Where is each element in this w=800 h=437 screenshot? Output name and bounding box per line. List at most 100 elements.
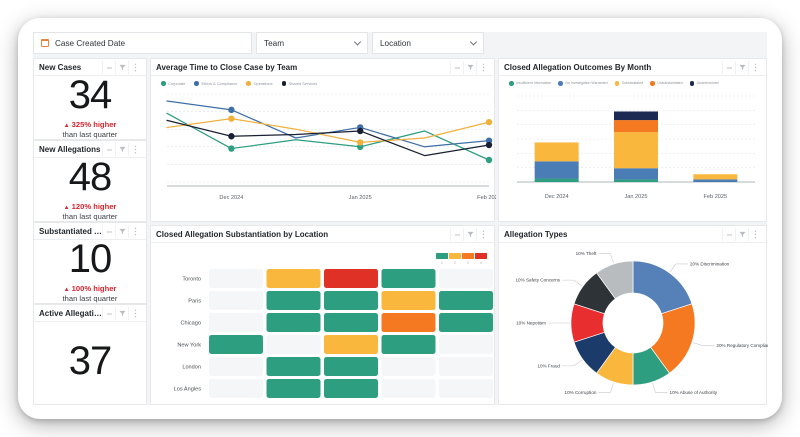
legend-item[interactable]: No Investigation Warranted	[558, 81, 608, 86]
minimize-icon[interactable]	[450, 227, 463, 241]
more-options-icon[interactable]	[128, 306, 141, 320]
bar-chart-plot: Dec 2024 Jan 2025 Feb 2025	[517, 95, 755, 200]
heatmap-cell[interactable]	[381, 269, 436, 288]
leader-line	[598, 382, 614, 393]
more-options-icon[interactable]	[128, 142, 141, 156]
x-axis-tick-label: Jan 2025	[349, 195, 372, 201]
filter-icon[interactable]	[115, 224, 128, 238]
minimize-icon[interactable]	[102, 306, 115, 320]
filter-bar: Case Created Date Team Location	[33, 32, 767, 54]
minimize-icon[interactable]	[102, 142, 115, 156]
filter-case-created-date[interactable]: Case Created Date	[33, 32, 252, 54]
kpi-delta-text: 325% higher	[71, 119, 117, 129]
filter-icon[interactable]	[115, 306, 128, 320]
filter-icon[interactable]	[463, 227, 476, 241]
more-options-icon[interactable]	[748, 227, 761, 241]
filter-icon[interactable]	[115, 142, 128, 156]
dashboard-window: Case Created Date Team Location New Case…	[18, 18, 782, 419]
leader-line	[561, 279, 583, 287]
heatmap-cell[interactable]	[439, 379, 493, 398]
more-options-icon[interactable]	[128, 224, 141, 238]
legend-item[interactable]: Undetermined	[689, 81, 719, 86]
heatmap-plot: 1 2 3 4 Toronto Paris Chicago New York London Los…	[174, 253, 493, 398]
legend-label: No Investigation Warranted	[565, 81, 608, 86]
heatmap-cell[interactable]	[439, 269, 493, 288]
heatmap-cell[interactable]	[266, 313, 321, 332]
filter-icon[interactable]	[115, 60, 128, 74]
legend-label: Insufficient Information	[516, 81, 552, 86]
heatmap-cell[interactable]	[209, 291, 263, 310]
legend-item[interactable]: Operations	[246, 81, 273, 86]
legend-item[interactable]: Unsubstantiated	[650, 81, 683, 86]
minimize-icon[interactable]	[722, 60, 735, 74]
heatmap-cell[interactable]	[266, 269, 321, 288]
filter-icon[interactable]	[463, 60, 476, 74]
legend-item[interactable]: Insufficient Information	[509, 81, 551, 86]
heatmap-cell[interactable]	[324, 291, 378, 310]
donut-slice-label: 10% Fraud	[537, 364, 560, 369]
legend-item[interactable]: Ethics & Compliance	[194, 81, 237, 86]
more-options-icon[interactable]	[748, 60, 761, 74]
minimize-icon[interactable]	[450, 60, 463, 74]
kpi-value: 48	[68, 155, 112, 200]
chevron-down-icon	[353, 38, 362, 46]
legend-item[interactable]: Corporate	[161, 81, 185, 86]
more-options-icon[interactable]	[128, 60, 141, 74]
filter-team[interactable]: Team	[256, 32, 368, 54]
donut-slice[interactable]	[632, 260, 693, 315]
heatmap-cell[interactable]	[381, 335, 436, 354]
chart-legend: Corporate Ethics & Compliance Operations Sh…	[151, 76, 494, 86]
kpi-panel-substantiated-allegations: Substantiated Alle… 10 ▲ 100% higher tha…	[33, 222, 147, 304]
heatmap-cell[interactable]	[324, 335, 378, 354]
panel-controls	[722, 60, 761, 74]
donut-slice[interactable]	[596, 260, 634, 300]
data-point	[357, 143, 364, 150]
more-options-icon[interactable]	[476, 227, 489, 241]
filter-location[interactable]: Location	[372, 32, 484, 54]
minimize-icon[interactable]	[722, 227, 735, 241]
more-options-icon[interactable]	[476, 60, 489, 74]
panel-controls	[102, 224, 141, 238]
heatmap-cell[interactable]	[209, 313, 263, 332]
heatmap-cell[interactable]	[381, 291, 436, 310]
kpi-value: 10	[68, 237, 112, 282]
heatmap-cell[interactable]	[266, 335, 321, 354]
legend-swatch	[194, 81, 199, 86]
heatmap-cell[interactable]	[209, 379, 263, 398]
legend-item[interactable]: Shared Services	[281, 81, 318, 86]
minimize-icon[interactable]	[102, 224, 115, 238]
minimize-icon[interactable]	[102, 60, 115, 74]
scale-swatch	[449, 253, 461, 259]
legend-swatch	[650, 81, 655, 86]
dashboard-canvas: Case Created Date Team Location New Case…	[33, 32, 768, 405]
heatmap-cell[interactable]	[381, 379, 436, 398]
heatmap-cell[interactable]	[439, 313, 493, 332]
legend-label: Ethics & Compliance	[201, 81, 238, 86]
heatmap-cell[interactable]	[381, 313, 436, 332]
heatmap-cell[interactable]	[439, 335, 493, 354]
heatmap-cell[interactable]	[266, 379, 321, 398]
heatmap-cell[interactable]	[324, 357, 378, 376]
heatmap-cell[interactable]	[209, 357, 263, 376]
heatmap-cell[interactable]	[381, 357, 436, 376]
filter-icon[interactable]	[735, 227, 748, 241]
legend-item[interactable]: Substantiated	[614, 81, 643, 86]
heatmap-cell[interactable]	[209, 269, 263, 288]
panel-title: Closed Allegation Substantiation by Loca…	[156, 229, 329, 239]
heatmap-cell[interactable]	[324, 313, 378, 332]
heatmap-cell[interactable]	[324, 379, 378, 398]
heatmap-cell[interactable]	[266, 291, 321, 310]
heatmap-cell[interactable]	[439, 291, 493, 310]
heatmap-cell[interactable]	[324, 269, 378, 288]
heatmap-cell[interactable]	[439, 357, 493, 376]
kpi-value: 37	[68, 339, 112, 383]
heatmap-cell[interactable]	[209, 335, 263, 354]
kpi-delta-text: 100% higher	[71, 283, 117, 293]
trend-up-icon: ▲	[63, 122, 70, 129]
heatmap-row-label: Toronto	[182, 277, 201, 283]
heatmap-cell[interactable]	[266, 357, 321, 376]
data-point	[228, 133, 235, 140]
legend-label: Shared Services	[288, 81, 318, 86]
chart-panel-substantiation-by-location: Closed Allegation Substantiation by Loca…	[150, 225, 495, 405]
filter-icon[interactable]	[735, 60, 748, 74]
